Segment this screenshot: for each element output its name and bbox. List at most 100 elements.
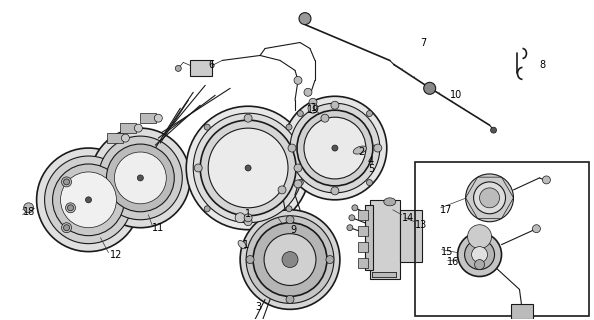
Circle shape [246,256,254,264]
Circle shape [347,225,353,231]
Text: 8: 8 [539,60,545,70]
Text: 11: 11 [152,223,165,233]
Circle shape [246,216,334,303]
Text: 1: 1 [243,240,249,250]
Text: 4: 4 [368,156,374,166]
Circle shape [532,225,541,233]
Circle shape [304,117,366,179]
Ellipse shape [353,146,366,154]
Circle shape [106,144,174,212]
Circle shape [331,187,339,195]
Circle shape [53,164,124,236]
Circle shape [24,203,34,213]
Bar [415,162,589,316]
Circle shape [424,82,435,94]
Circle shape [278,186,286,194]
Circle shape [349,215,355,221]
Text: 1: 1 [245,209,251,219]
Circle shape [352,205,358,211]
Circle shape [204,206,210,212]
Circle shape [466,174,513,222]
Circle shape [187,106,310,230]
Bar [372,271,396,277]
Circle shape [309,98,317,106]
Circle shape [65,203,75,213]
Circle shape [491,127,497,133]
Bar [358,258,368,268]
Text: 14: 14 [402,213,414,223]
Circle shape [62,223,71,233]
Bar [108,133,124,143]
Text: 7: 7 [420,37,426,47]
Circle shape [294,76,302,84]
Circle shape [542,176,551,184]
Circle shape [475,260,485,269]
Circle shape [288,144,296,152]
Circle shape [244,114,252,122]
Circle shape [326,256,334,264]
Bar [511,304,533,319]
Bar [372,271,396,277]
Circle shape [90,128,190,228]
Circle shape [175,65,181,71]
Circle shape [457,233,501,276]
Bar [140,113,156,123]
Bar [358,242,368,252]
Text: 19: 19 [307,105,319,115]
Circle shape [294,164,302,172]
Circle shape [473,182,505,214]
Bar [190,60,212,76]
Circle shape [467,225,492,249]
Circle shape [121,134,129,142]
Bar [400,210,422,261]
Ellipse shape [384,198,396,206]
Circle shape [308,103,318,113]
Circle shape [204,124,210,130]
Circle shape [297,110,373,186]
Circle shape [321,114,329,122]
Circle shape [283,96,387,200]
Circle shape [282,252,298,268]
Circle shape [115,152,166,204]
Circle shape [240,210,340,309]
Circle shape [465,240,495,269]
Text: 5: 5 [368,164,374,174]
Circle shape [99,136,182,220]
Circle shape [244,218,252,226]
Circle shape [286,124,292,130]
Circle shape [290,103,380,193]
Text: 15: 15 [441,247,453,257]
Text: 17: 17 [440,205,452,215]
Circle shape [62,177,71,187]
Circle shape [332,145,338,151]
Bar [358,210,368,220]
Circle shape [298,180,304,186]
Circle shape [253,223,327,296]
Circle shape [245,165,251,171]
Text: 12: 12 [110,250,123,260]
Circle shape [366,111,372,116]
Circle shape [235,213,245,223]
Text: 13: 13 [415,220,427,230]
Circle shape [45,156,132,244]
Circle shape [68,205,74,211]
Ellipse shape [238,241,247,249]
Circle shape [294,180,302,188]
Circle shape [154,114,162,122]
Text: 3: 3 [255,302,261,312]
Circle shape [472,247,488,262]
Bar [358,226,368,236]
Circle shape [200,120,296,216]
Circle shape [286,216,294,224]
Circle shape [298,111,304,116]
Circle shape [37,148,140,252]
Text: 1: 1 [311,103,317,113]
Circle shape [286,206,292,212]
Circle shape [304,88,312,96]
Circle shape [134,124,143,132]
Bar [365,205,373,269]
Circle shape [374,144,382,152]
Text: 10: 10 [450,90,462,100]
Text: 9: 9 [290,225,296,235]
Circle shape [286,295,294,303]
